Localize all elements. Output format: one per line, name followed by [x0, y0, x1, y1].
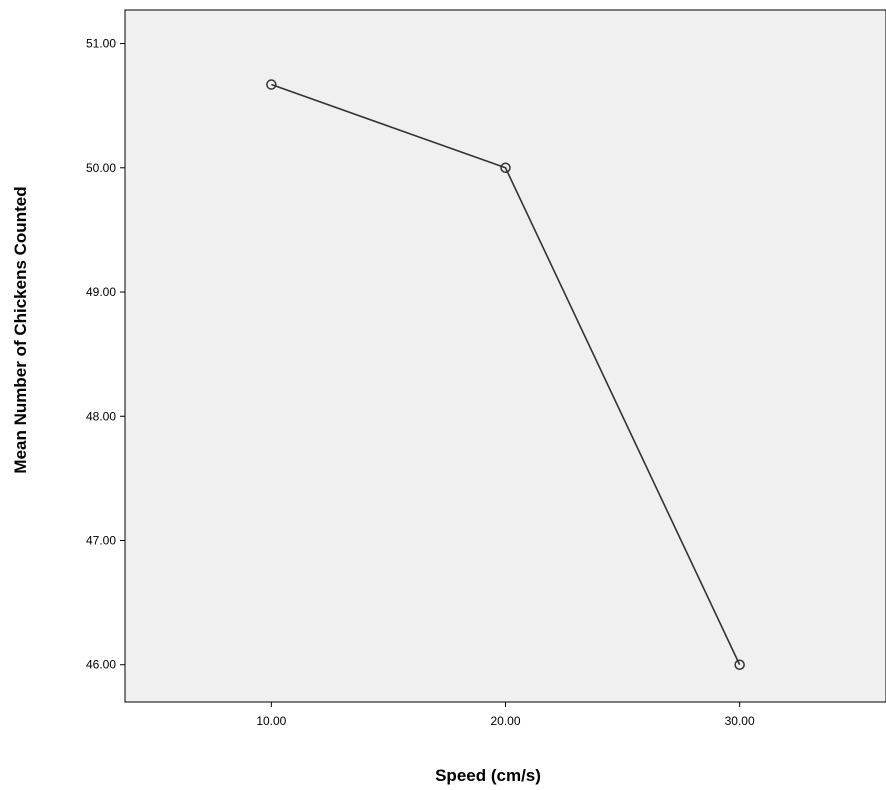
y-tick-label: 47.00	[86, 533, 116, 547]
x-tick-label: 30.00	[725, 714, 755, 728]
data-point	[500, 162, 511, 174]
series-line	[271, 83, 741, 666]
y-tick-label: 46.00	[86, 658, 116, 672]
y-tick-label: 51.00	[86, 37, 116, 51]
data-point	[266, 79, 277, 90]
data-point	[734, 659, 745, 670]
y-axis-title: Mean Number of Chickens Counted	[11, 186, 30, 473]
y-tick-label: 48.00	[86, 409, 116, 423]
x-tick-label: 20.00	[490, 714, 520, 728]
plot-area	[124, 9, 886, 703]
x-tick-label: 10.00	[256, 714, 286, 728]
x-axis-title: Speed (cm/s)	[435, 766, 541, 785]
series-layer	[266, 79, 745, 670]
y-tick-label: 50.00	[86, 161, 116, 175]
y-axis: 46.00 47.00 48.00 49.00 50.00 51.00	[86, 37, 125, 672]
y-tick-label: 49.00	[86, 285, 116, 299]
x-axis: 10.00 20.00 30.00	[256, 702, 755, 728]
